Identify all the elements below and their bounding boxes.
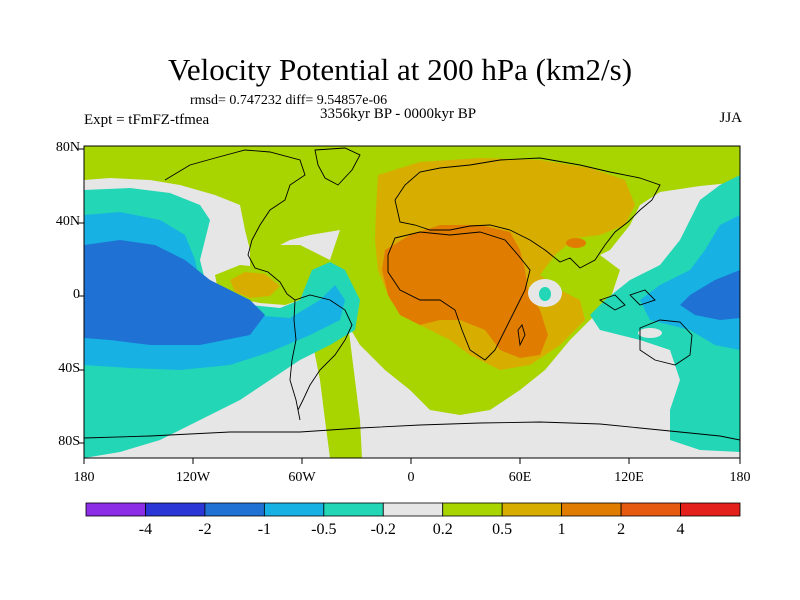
lon-label-180e: 180 <box>729 470 751 485</box>
colorbar-label: -1 <box>257 521 272 538</box>
colorbar-label: 0.2 <box>432 521 453 538</box>
colorbar-swatch <box>620 502 681 517</box>
colorbar-swatch <box>323 502 384 517</box>
season-label: JJA <box>719 110 742 126</box>
colorbar-swatch <box>85 502 146 517</box>
colorbar-label: -2 <box>198 521 212 538</box>
colorbar-swatch <box>382 502 444 517</box>
colorbar-swatch <box>263 502 325 517</box>
colorbar-swatch <box>442 502 503 517</box>
map-frame <box>83 145 741 459</box>
colorbar-label: -4 <box>138 521 153 538</box>
colorbar-label: 0.5 <box>492 521 513 538</box>
colorbar-label: -0.5 <box>311 521 337 538</box>
lat-label-80s: 80S <box>58 434 80 449</box>
colorbar-swatch <box>501 502 563 517</box>
lat-label-40s: 40S <box>58 361 80 376</box>
colorbar-label: -0.2 <box>370 521 396 538</box>
axis-ticks <box>78 148 741 464</box>
colorbar-swatch <box>680 502 741 517</box>
lat-label-0: 0 <box>73 287 80 302</box>
colorbar-swatch <box>145 502 206 517</box>
stats-text: rmsd= 0.747232 diff= 9.54857e-06 <box>190 93 388 108</box>
colorbar-label: 1 <box>557 521 566 538</box>
coastlines <box>84 147 740 441</box>
lon-label-60w: 60W <box>288 470 316 485</box>
period-label: 3356kyr BP - 0000kyr BP <box>320 106 477 122</box>
colorbar-label: 4 <box>676 521 685 538</box>
lon-label-60e: 60E <box>508 470 532 485</box>
lon-label-120e: 120E <box>614 470 644 485</box>
lat-label-40n: 40N <box>55 214 80 229</box>
map-title: Velocity Potential at 200 hPa (km2/s) <box>167 52 633 87</box>
colorbar <box>85 502 741 517</box>
colorbar-swatch <box>561 502 622 517</box>
lon-label-120w: 120W <box>175 470 211 485</box>
experiment-label: Expt = tFmFZ-tfmea <box>84 112 210 128</box>
colorbar-swatch <box>204 502 265 517</box>
lon-label-180w: 180 <box>73 470 95 485</box>
lat-label-80n: 80N <box>55 140 80 155</box>
lon-label-0: 0 <box>407 470 415 485</box>
contour-fills <box>84 146 740 458</box>
colorbar-label: 2 <box>617 521 626 538</box>
